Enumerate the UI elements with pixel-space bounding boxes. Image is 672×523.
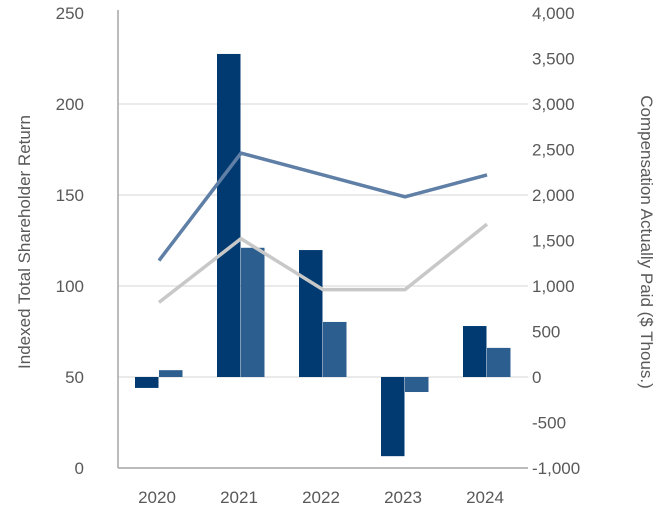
left-tick-label: 200 (56, 95, 84, 114)
right-tick-label: 1,500 (532, 232, 575, 251)
left-tick-labels: 0 50 100 150 200 250 (56, 4, 84, 478)
x-tick-label: 2024 (466, 488, 504, 507)
bar (241, 247, 265, 377)
right-tick-label: 4,000 (532, 4, 575, 23)
x-tick-label: 2020 (138, 488, 176, 507)
x-tick-label: 2023 (384, 488, 422, 507)
right-tick-label: 2,000 (532, 186, 575, 205)
x-tick-label: 2022 (302, 488, 340, 507)
right-tick-label: 3,000 (532, 95, 575, 114)
bar (463, 326, 487, 377)
left-tick-label: 100 (56, 277, 84, 296)
bar (135, 377, 159, 388)
right-tick-label: 0 (532, 368, 541, 387)
lines (157, 151, 489, 304)
series-line (157, 151, 488, 262)
left-tick-label: 50 (65, 368, 84, 387)
bars (135, 53, 511, 457)
bar (487, 347, 511, 377)
right-tick-label: 3,500 (532, 50, 575, 69)
x-tick-label: 2021 (220, 488, 258, 507)
bar (323, 321, 347, 377)
series-line (157, 222, 489, 304)
right-tick-labels: -1,000 -500 0 500 1,000 1,500 2,000 2,500 3,000 3… (532, 4, 580, 478)
right-axis-label: Compensation Actually Paid ($ Thous.) (637, 95, 656, 389)
right-tick-label: -1,000 (532, 459, 580, 478)
right-tick-label: 1,000 (532, 277, 575, 296)
left-tick-label: 150 (56, 186, 84, 205)
left-axis-label: Indexed Total Shareholder Return (15, 115, 34, 369)
right-tick-label: -500 (532, 414, 566, 433)
x-tick-labels: 2020 2021 2022 2023 2024 (138, 488, 504, 507)
bar (381, 377, 405, 457)
right-tick-label: 2,500 (532, 141, 575, 160)
left-tick-label: 250 (56, 4, 84, 23)
bar (159, 370, 183, 377)
axes (117, 10, 528, 469)
right-tick-label: 500 (532, 323, 560, 342)
left-tick-label: 0 (75, 459, 84, 478)
bar (405, 377, 429, 393)
bar (217, 53, 241, 377)
bar (299, 250, 323, 377)
